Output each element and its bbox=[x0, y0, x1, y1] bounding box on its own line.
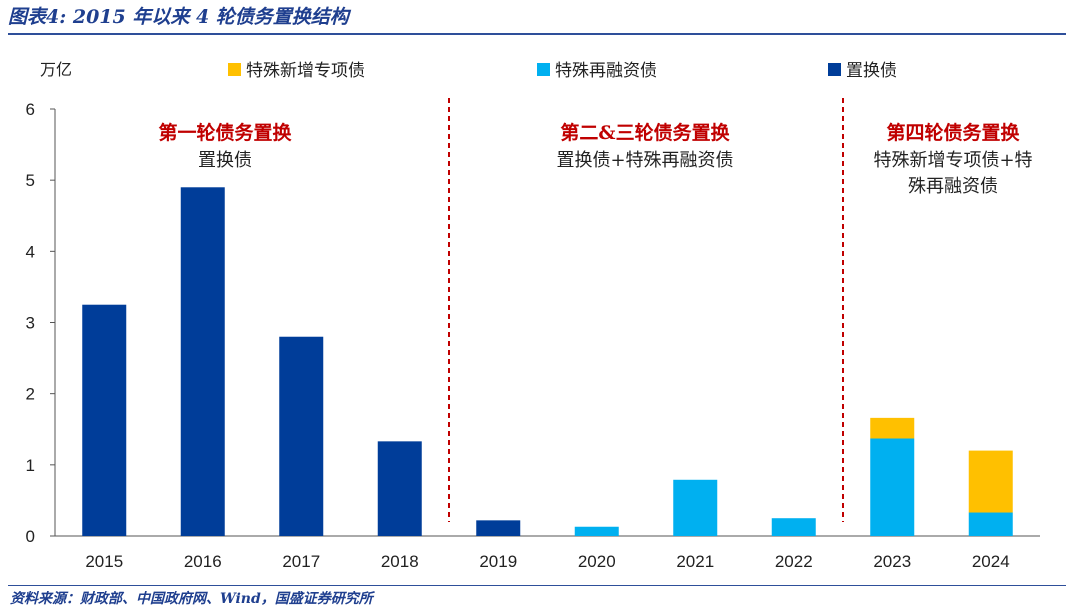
legend-swatch bbox=[828, 63, 841, 76]
bar-2023-series-1 bbox=[870, 438, 915, 536]
axes: 万亿 0 1 2 3 4 5 6 2015 2016 2017 2018 2019 2020 2021 202… bbox=[26, 60, 1040, 571]
x-tick-label: 2023 bbox=[873, 552, 911, 571]
legend-swatch bbox=[228, 63, 241, 76]
round-subtitle: 殊再融资债 bbox=[908, 176, 998, 197]
round-separators bbox=[448, 98, 844, 522]
y-tick-label: 6 bbox=[26, 100, 35, 119]
legend-label: 特殊新增专项债 bbox=[246, 61, 365, 81]
round-subtitle: 置换债 bbox=[198, 150, 252, 171]
figure-title: 图表4: 2015 年以来 4 轮债务置换结构 bbox=[8, 6, 349, 28]
bar-2019-series-0 bbox=[476, 520, 521, 536]
round-subtitle: 特殊新增专项债+特 bbox=[873, 150, 1032, 171]
y-unit-label: 万亿 bbox=[40, 60, 72, 79]
source-note: 资料来源：财政部、中国政府网、Wind，国盛证券研究所 bbox=[10, 591, 373, 607]
y-tick-label: 0 bbox=[26, 527, 35, 546]
source-rule bbox=[8, 585, 1066, 586]
bar-2018-series-0 bbox=[377, 441, 422, 536]
legend-label: 特殊再融资债 bbox=[555, 61, 657, 81]
bar-2023-series-2 bbox=[870, 417, 915, 439]
x-tick-label: 2024 bbox=[972, 552, 1010, 571]
bar-2017-series-0 bbox=[279, 336, 324, 536]
y-tick-label: 2 bbox=[26, 385, 35, 404]
bar-2016-series-0 bbox=[180, 187, 225, 537]
bar-2021-series-1 bbox=[673, 479, 718, 536]
legend-swatch bbox=[537, 63, 550, 76]
bar-2024-series-2 bbox=[968, 450, 1013, 513]
bars bbox=[82, 187, 1013, 537]
round-title: 第一轮债务置换 bbox=[158, 121, 292, 144]
x-tick-label: 2017 bbox=[282, 552, 320, 571]
bar-2022-series-1 bbox=[771, 518, 816, 536]
x-tick-label: 2021 bbox=[676, 552, 714, 571]
x-tick-label: 2020 bbox=[578, 552, 616, 571]
title-rule bbox=[8, 33, 1066, 35]
y-tick-label: 3 bbox=[26, 314, 35, 333]
bar-2015-series-0 bbox=[82, 304, 127, 536]
round-title: 第二&三轮债务置换 bbox=[560, 121, 730, 144]
x-tick-label: 2022 bbox=[775, 552, 813, 571]
bar-2024-series-1 bbox=[968, 512, 1013, 536]
x-tick-label: 2016 bbox=[184, 552, 222, 571]
round-title: 第四轮债务置换 bbox=[886, 121, 1020, 144]
y-tick-label: 4 bbox=[26, 242, 35, 261]
x-tick-label: 2019 bbox=[479, 552, 517, 571]
legend-label: 置换债 bbox=[846, 61, 897, 81]
x-tick-label: 2015 bbox=[85, 552, 123, 571]
y-tick-label: 1 bbox=[26, 456, 35, 475]
x-tick-label: 2018 bbox=[381, 552, 419, 571]
round-subtitle: 置换债+特殊再融资债 bbox=[556, 150, 733, 171]
bar-2020-series-1 bbox=[574, 526, 619, 536]
legend: 特殊新增专项债 特殊再融资债 置换债 bbox=[228, 61, 897, 81]
y-tick-label: 5 bbox=[26, 171, 35, 190]
